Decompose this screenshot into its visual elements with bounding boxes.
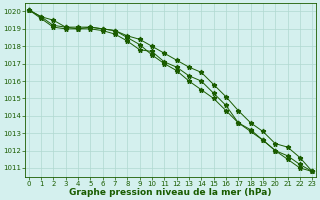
X-axis label: Graphe pression niveau de la mer (hPa): Graphe pression niveau de la mer (hPa) — [69, 188, 272, 197]
